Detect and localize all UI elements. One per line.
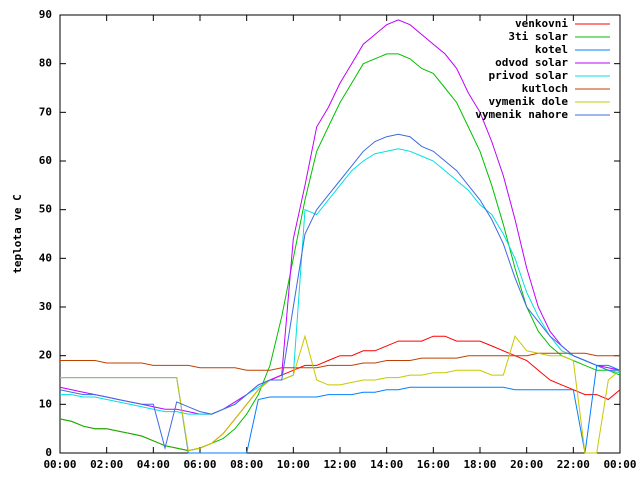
y-tick-label: 10 (39, 397, 52, 410)
x-tick-label: 08:00 (230, 458, 263, 471)
y-tick-label: 40 (39, 251, 52, 264)
legend-label: privod solar (489, 69, 569, 82)
y-tick-label: 50 (39, 203, 52, 216)
x-tick-label: 14:00 (370, 458, 403, 471)
series-line (59, 133, 620, 451)
x-tick-label: 02:00 (90, 458, 123, 471)
x-tick-label: 00:00 (43, 458, 76, 471)
y-tick-label: 30 (39, 300, 52, 313)
series-line (60, 334, 621, 454)
legend-label: odvod solar (495, 56, 568, 69)
x-tick-label: 18:00 (463, 458, 496, 471)
y-axis-label: teplota ve C (11, 194, 24, 273)
legend-label: vymenik dole (489, 95, 569, 108)
x-tick-label: 12:00 (323, 458, 356, 471)
y-tick-label: 0 (45, 446, 52, 459)
x-tick-label: 20:00 (510, 458, 543, 471)
series-line (60, 364, 621, 454)
y-tick-label: 70 (39, 105, 52, 118)
series-line (59, 19, 621, 415)
x-tick-label: 00:00 (603, 458, 636, 471)
x-tick-label: 10:00 (277, 458, 310, 471)
y-tick-label: 90 (39, 8, 52, 21)
y-tick-label: 20 (39, 349, 52, 362)
x-tick-label: 04:00 (137, 458, 170, 471)
series-line (60, 352, 620, 371)
legend-label: 3ti solar (508, 30, 568, 43)
y-tick-label: 60 (39, 154, 52, 167)
series-line (60, 148, 621, 415)
x-tick-label: 22:00 (557, 458, 590, 471)
legend-label: kotel (535, 43, 568, 56)
legend-label: kutloch (522, 82, 568, 95)
legend-label: vymenik nahore (475, 108, 568, 121)
x-tick-label: 16:00 (417, 458, 450, 471)
x-tick-label: 06:00 (183, 458, 216, 471)
legend-label: venkovni (515, 17, 568, 30)
y-tick-label: 80 (39, 57, 52, 70)
